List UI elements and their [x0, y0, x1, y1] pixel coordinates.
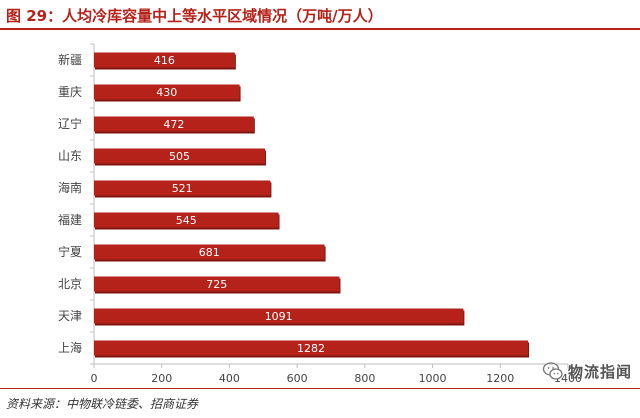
footer: 资料来源：中物联冷链委、招商证券 — [0, 388, 640, 418]
x-tick-label: 1000 — [419, 372, 447, 385]
bar — [94, 244, 325, 260]
bar — [94, 180, 271, 196]
category-label: 新疆 — [58, 52, 82, 67]
wechat-icon — [542, 362, 563, 380]
watermark: 物流指闻 — [542, 358, 632, 384]
chart-title: 图 29：人均冷库容量中上等水平区域情况（万吨/万人） — [6, 7, 383, 25]
bar — [94, 116, 254, 132]
x-tick-label: 400 — [219, 372, 240, 385]
data-label: 416 — [154, 54, 175, 67]
category-label: 海南 — [58, 180, 82, 195]
data-label: 725 — [206, 278, 227, 291]
x-tick-label: 0 — [91, 372, 98, 385]
watermark-text: 物流指闻 — [567, 362, 632, 381]
category-label: 福建 — [58, 212, 82, 227]
category-label: 北京 — [58, 277, 82, 291]
data-label: 1282 — [297, 342, 325, 355]
bar — [94, 52, 235, 68]
data-label: 505 — [169, 150, 190, 163]
category-label: 辽宁 — [58, 116, 82, 131]
data-label: 472 — [163, 118, 184, 131]
category-label: 上海 — [58, 340, 82, 355]
x-tick-label: 800 — [354, 372, 375, 385]
bar — [94, 276, 340, 292]
category-label: 宁夏 — [58, 244, 82, 259]
source-note: 资料来源：中物联冷链委、招商证券 — [6, 397, 199, 411]
x-tick-label: 600 — [287, 372, 308, 385]
data-label: 545 — [176, 214, 197, 227]
category-label: 重庆 — [58, 85, 82, 99]
bar — [94, 84, 240, 100]
title-bar: 图 29：人均冷库容量中上等水平区域情况（万吨/万人） — [0, 0, 640, 30]
bar — [94, 148, 265, 164]
category-label: 天津 — [58, 309, 82, 323]
bar — [94, 308, 464, 324]
x-tick-label: 200 — [151, 372, 172, 385]
data-label: 1091 — [265, 310, 293, 323]
bar — [94, 340, 529, 356]
data-label: 681 — [199, 246, 220, 259]
data-label: 521 — [172, 182, 193, 195]
bar — [94, 212, 279, 228]
data-label: 430 — [156, 86, 177, 99]
x-tick-label: 1200 — [486, 372, 514, 385]
category-label: 山东 — [58, 149, 82, 163]
